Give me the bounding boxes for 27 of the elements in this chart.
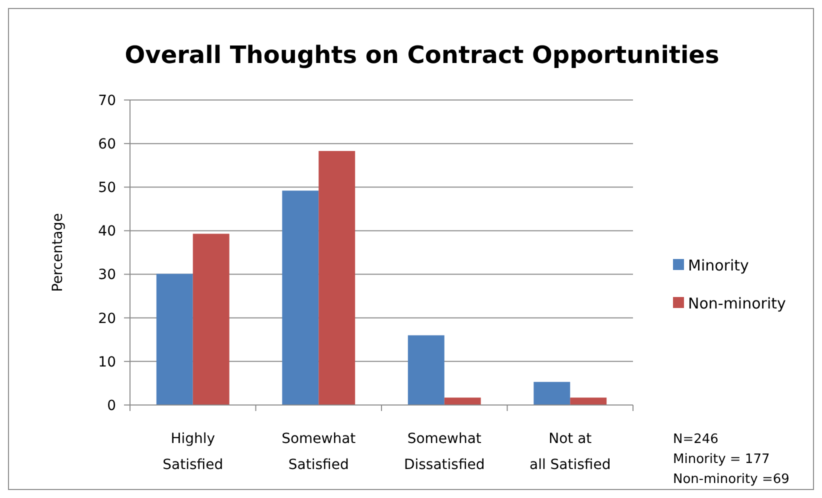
y-tick-label: 30 — [98, 267, 116, 284]
bar — [444, 398, 481, 405]
y-tick-label: 40 — [98, 224, 116, 240]
y-tick-label: 60 — [98, 136, 116, 152]
bar — [282, 190, 319, 405]
legend-label: Non-minority — [688, 294, 786, 312]
text: Minority = 177 — [673, 452, 770, 467]
bar — [192, 234, 230, 405]
legend-label: Minority — [688, 256, 750, 274]
y-axis-title: Percentage — [50, 213, 66, 292]
x-tick-label: Not at all Satisfied — [529, 431, 611, 473]
text: N=246 — [673, 432, 718, 447]
x-tick-label: Somewhat Satisfied — [282, 431, 356, 473]
y-tick-label: 0 — [107, 398, 116, 414]
y-tick-label: 50 — [98, 180, 116, 196]
bar — [570, 398, 607, 405]
bar — [534, 382, 570, 405]
chart-title: Overall Thoughts on Contract Opportunities — [124, 41, 720, 69]
bar — [156, 274, 193, 405]
y-tick-label: 20 — [98, 310, 116, 327]
text: Non-minority =69 — [673, 472, 790, 487]
y-tick-label: 10 — [98, 354, 116, 370]
y-tick-label: 70 — [98, 92, 116, 109]
bar — [318, 150, 356, 405]
x-tick-label: Highly Satisfied — [162, 431, 224, 473]
bar — [408, 335, 444, 405]
x-tick-label: Somewhat Dissatisfied — [404, 431, 485, 473]
